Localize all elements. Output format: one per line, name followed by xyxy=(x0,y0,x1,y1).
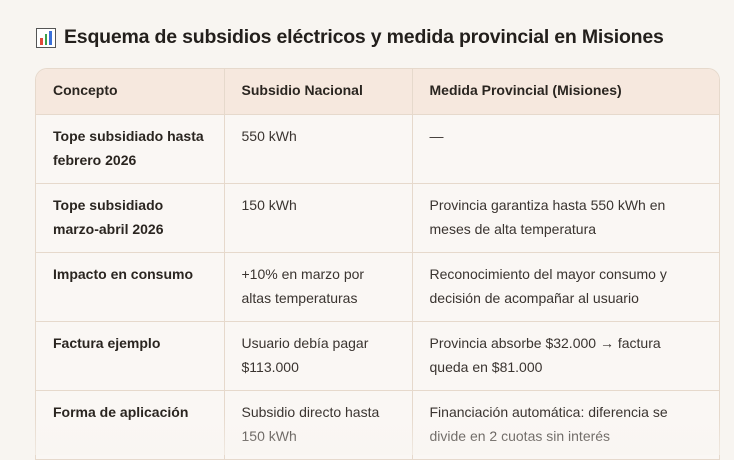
cell-provincial: Provincia garantiza hasta 550 kWh en mes… xyxy=(412,183,719,253)
table-row: Forma de aplicación Subsidio directo has… xyxy=(36,390,719,460)
table-row: Tope subsidiado marzo-abril 2026 150 kWh… xyxy=(36,183,719,253)
table-row: Tope subsidiado hasta febrero 2026 550 k… xyxy=(36,114,719,184)
cell-concept: Tope subsidiado hasta febrero 2026 xyxy=(36,114,225,184)
column-header-concepto: Concepto xyxy=(36,69,225,115)
page-title: Esquema de subsidios eléctricos y medida… xyxy=(36,26,664,49)
cell-provincial: Provincia absorbe $32.000 → factura qued… xyxy=(412,321,719,391)
cell-concept: Factura ejemplo xyxy=(36,321,225,391)
cell-national: 150 kWh xyxy=(224,183,413,253)
cell-concept: Tope subsidiado marzo-abril 2026 xyxy=(36,183,225,253)
column-header-subsidio-nacional: Subsidio Nacional xyxy=(224,69,413,115)
table-row: Impacto en consumo +10% en marzo por alt… xyxy=(36,252,719,322)
cell-national: +10% en marzo por altas temperaturas xyxy=(224,252,413,322)
cell-national: Subsidio directo hasta 150 kWh xyxy=(224,390,413,460)
cell-provincial: Financiación automática: diferencia se d… xyxy=(412,390,719,460)
cell-concept: Impacto en consumo xyxy=(36,252,225,322)
bar-chart-icon xyxy=(36,27,56,48)
column-header-medida-provincial: Medida Provincial (Misiones) xyxy=(412,69,719,115)
page-title-text: Esquema de subsidios eléctricos y medida… xyxy=(64,26,664,48)
cell-national: 550 kWh xyxy=(224,114,413,184)
table-row: Factura ejemplo Usuario debía pagar $113… xyxy=(36,321,719,391)
subsidy-table: Concepto Subsidio Nacional Medida Provin… xyxy=(35,68,720,460)
cell-concept: Forma de aplicación xyxy=(36,390,225,460)
cell-provincial: Reconocimiento del mayor consumo y decis… xyxy=(412,252,719,322)
cell-national: Usuario debía pagar $113.000 xyxy=(224,321,413,391)
table-header-row: Concepto Subsidio Nacional Medida Provin… xyxy=(36,69,719,115)
cell-provincial: — xyxy=(412,114,719,184)
